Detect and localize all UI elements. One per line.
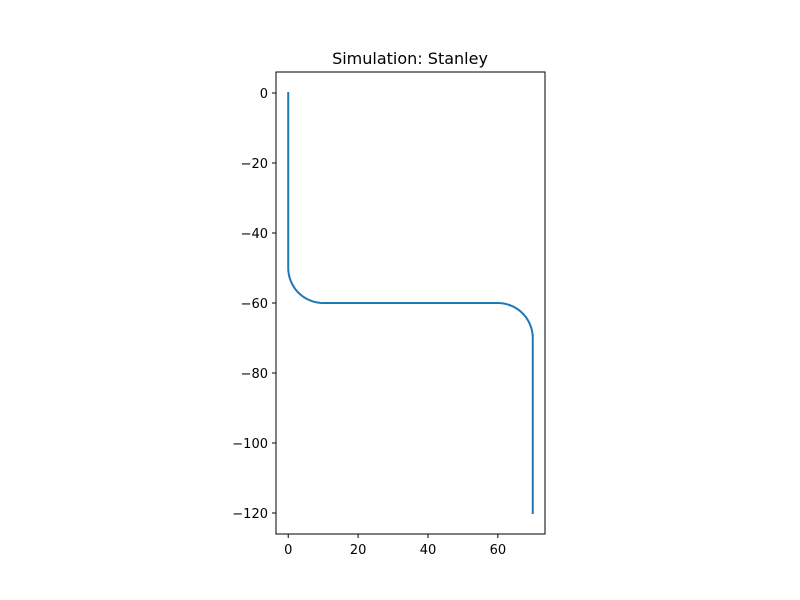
- chart-title: Simulation: Stanley: [332, 49, 488, 68]
- x-tick-label: 20: [350, 543, 367, 558]
- y-tick-label: −60: [241, 297, 268, 312]
- y-tick-label: −80: [241, 367, 268, 382]
- plot-area: 0 20 40 60 0 −20 −40 −60 −80 −100 −120: [232, 71, 546, 558]
- y-tick-label: −100: [232, 437, 268, 452]
- y-tick-label: −120: [232, 507, 268, 522]
- y-tick-label: −20: [241, 157, 268, 172]
- series-line-0: [287, 92, 534, 514]
- x-tick-label: 40: [420, 543, 437, 558]
- x-tick-label: 0: [284, 543, 292, 558]
- x-tick-label: 60: [490, 543, 507, 558]
- y-tick-label: −40: [241, 227, 268, 242]
- y-tick-label: 0: [260, 87, 268, 102]
